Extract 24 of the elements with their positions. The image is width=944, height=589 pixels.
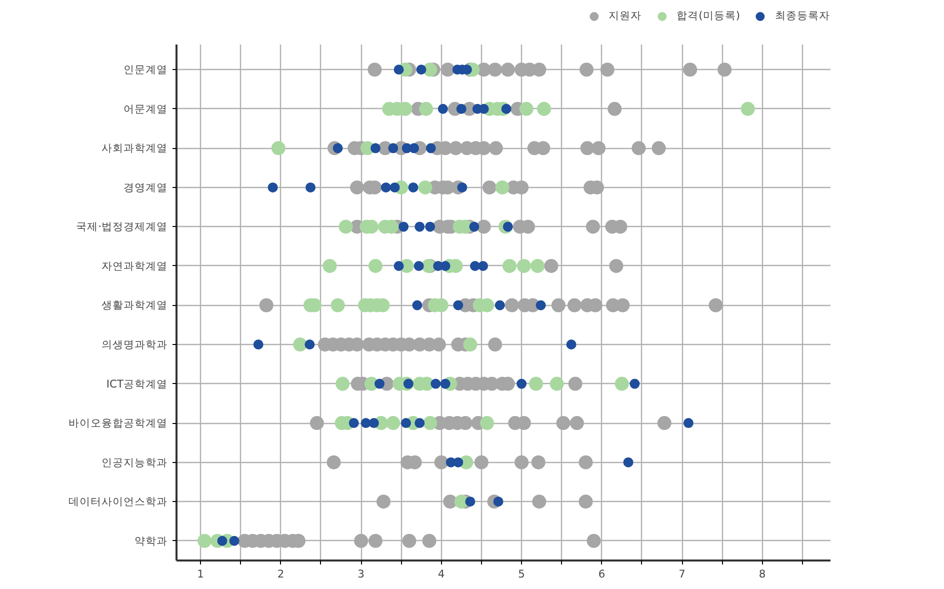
x-tick-label: 6 (598, 568, 606, 580)
y-tick-label: 어문계열 (124, 102, 168, 116)
y-tick-label: ICT공학계열 (106, 377, 168, 390)
legend-label: 지원자 (608, 9, 642, 23)
x-tick-label: 8 (758, 568, 766, 580)
y-tick-label: 의생명과학과 (102, 338, 168, 352)
x-tick-label: 7 (678, 568, 686, 580)
x-tick-label: 3 (358, 568, 364, 580)
y-tick-label: 데이터사이언스학과 (68, 495, 168, 508)
y-tick-label: 사회과학계열 (102, 142, 168, 155)
y-tick-label: 경영계열 (124, 180, 168, 194)
y-tick-label: 자연과학계열 (102, 259, 168, 272)
x-tick-label: 5 (518, 568, 525, 580)
legend-label: 합격(미등록) (676, 9, 740, 23)
y-tick-label: 인문계열 (124, 63, 168, 76)
legend-label: 최종등록자 (775, 9, 830, 23)
x-tick-label: 4 (438, 568, 445, 580)
y-tick-label: 약학과 (134, 534, 168, 548)
y-tick-label: 인공지능학과 (102, 456, 168, 469)
y-tick-label: 국제·법정경제계열 (76, 220, 168, 234)
y-tick-label: 생활과학계열 (102, 298, 168, 312)
x-tick-label: 1 (197, 568, 204, 580)
x-tick-label: 2 (277, 568, 284, 580)
y-tick-label: 바이오융합공학계열 (68, 416, 168, 430)
